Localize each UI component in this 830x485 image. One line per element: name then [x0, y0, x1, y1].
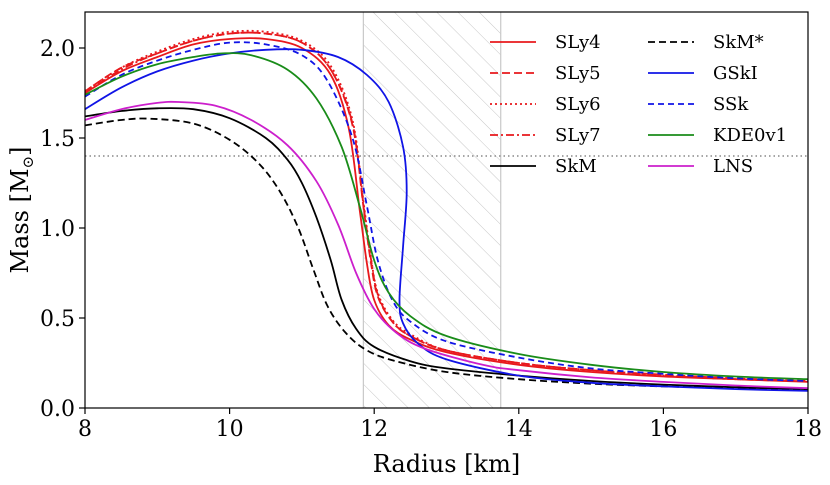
legend-entry-skm: SkM	[490, 156, 597, 177]
series-line-skm	[85, 107, 808, 390]
x-tick-label: 14	[505, 417, 533, 442]
y-tick-label: 0.0	[40, 397, 75, 422]
y-tick-label: 0.5	[40, 307, 75, 332]
series-line-kde0v1	[85, 52, 808, 381]
legend-entry-kde0v1: KDE0v1	[648, 125, 787, 146]
y-tick-label: 1.0	[40, 217, 75, 242]
legend-entry-lns: LNS	[648, 156, 753, 177]
axis-ticks: 8 10 12 14 16 18 0.0 0.5 1.0 1.5 2.0	[40, 37, 822, 442]
shaded-band-fill	[363, 12, 501, 408]
y-tick-label: 2.0	[40, 37, 75, 62]
shaded-band-layer	[362, 12, 502, 408]
legend-entry-ssk: SSk	[648, 94, 749, 115]
legend-label: KDE0v1	[713, 125, 787, 146]
legend-entry-gski: GSkI	[648, 63, 758, 84]
legend-label: SLy5	[555, 63, 601, 84]
legend-label: SLy4	[555, 32, 601, 53]
series-line-ssk	[85, 41, 808, 382]
series-line-sly4	[85, 37, 808, 383]
legend-label: GSkI	[713, 63, 758, 84]
x-tick-label: 8	[78, 417, 92, 442]
legend-entry-skm-star: SkM*	[648, 32, 764, 53]
legend: SLy4 SLy5 SLy6 SLy7 SkM SkM* GSkI SSk KDE0v1 LNS	[490, 32, 787, 177]
y-axis-label: Mass [M⊙]	[6, 146, 37, 273]
legend-label: SkM	[555, 156, 597, 177]
series-line-lns	[85, 100, 808, 390]
series-line-gski	[85, 48, 808, 392]
y-axis-label-close: ]	[6, 146, 34, 155]
x-axis-label: Radius [km]	[373, 450, 520, 478]
legend-entry-sly4: SLy4	[490, 32, 601, 53]
legend-label: SSk	[713, 94, 749, 115]
legend-entry-sly5: SLy5	[490, 63, 601, 84]
legend-label: LNS	[713, 156, 753, 177]
y-tick-label: 1.5	[40, 127, 75, 152]
x-tick-label: 10	[216, 417, 244, 442]
y-axis-label-main: Mass [M	[6, 168, 34, 273]
legend-label: SLy7	[555, 125, 601, 146]
x-tick-label: 16	[649, 417, 677, 442]
x-tick-label: 18	[794, 417, 822, 442]
series-layer	[85, 29, 808, 392]
plot-frame	[84, 11, 809, 409]
y-axis-label-sub: ⊙	[19, 156, 37, 169]
legend-label: SLy6	[555, 94, 601, 115]
legend-label: SkM*	[713, 32, 764, 53]
x-tick-label: 12	[360, 417, 388, 442]
legend-entry-sly6: SLy6	[490, 94, 601, 115]
legend-entry-sly7: SLy7	[490, 125, 601, 146]
